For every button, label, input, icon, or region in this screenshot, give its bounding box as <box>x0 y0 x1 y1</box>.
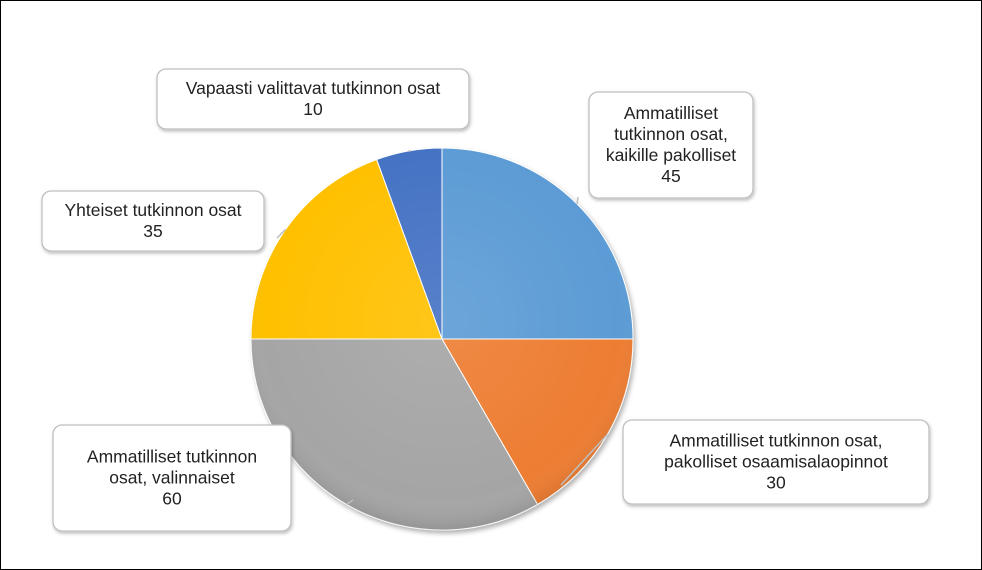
leader-line-4 <box>276 228 287 239</box>
callout-2: Ammatilliset tutkinnon osat,pakolliset o… <box>622 419 930 505</box>
slice-value-3: 60 <box>162 489 182 509</box>
callout-box-4 <box>41 190 265 252</box>
slice-value-2: 30 <box>766 473 786 493</box>
leader-line-1 <box>576 196 579 205</box>
callout-box-1 <box>588 91 754 199</box>
slice-label-3-line-1: Ammatilliset tutkinnon <box>87 447 257 467</box>
slice-label-4-line-1: Yhteiset tutkinnon osat <box>64 200 241 220</box>
slice-value-1: 45 <box>661 166 680 186</box>
callout-box-3 <box>52 424 292 532</box>
leader-lines <box>276 150 608 506</box>
leader-line-2 <box>560 433 608 486</box>
callout-box-5 <box>156 68 470 130</box>
leader-line-3 <box>346 499 354 506</box>
slice-label-1-line-3: kaikille pakolliset <box>606 145 736 165</box>
slice-label-1-line-2: tutkinnon osat, <box>614 124 728 144</box>
slice-label-3-line-2: osat, valinnaiset <box>109 468 235 488</box>
pie-slices <box>250 147 634 531</box>
slice-label-5-line-1: Vapaasti valittavat tutkinnon osat <box>186 78 441 98</box>
slice-label-2-line-1: Ammatilliset tutkinnon osat, <box>669 431 882 451</box>
slice-label-2-line-2: pakolliset osaamisalaopinnot <box>664 452 888 472</box>
callout-box-2 <box>622 419 930 505</box>
slice-value-5: 10 <box>303 99 323 119</box>
slice-label-1-line-1: Ammatilliset <box>624 103 718 123</box>
slice-value-4: 35 <box>143 221 162 241</box>
